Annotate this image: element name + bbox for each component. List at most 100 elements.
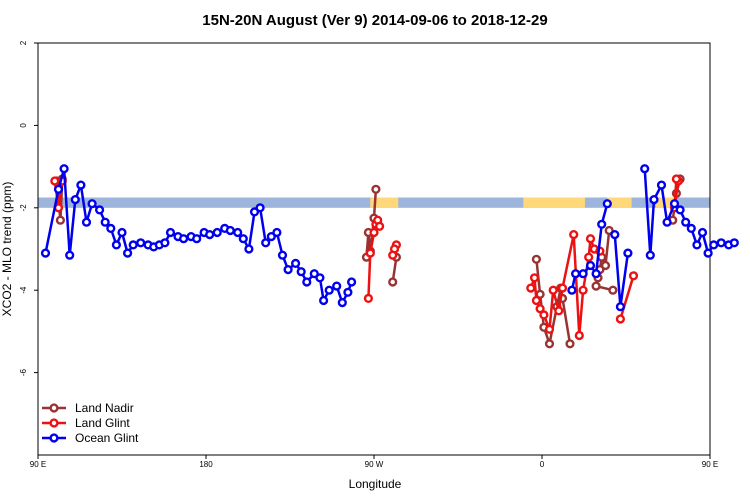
data-point-ocean-glint [272,227,282,238]
data-point-ocean-glint [324,285,334,295]
data-point-ocean-glint [332,281,342,291]
data-point-land-glint [363,293,374,304]
data-point-ocean-glint [597,219,607,229]
data-point-land-glint [529,273,540,283]
x-tick-label: 90 E [702,460,718,469]
data-point-ocean-glint [591,269,601,279]
legend-swatch-marker [49,433,59,443]
data-point-ocean-glint [570,269,581,279]
y-tick-label: -6 [19,368,28,376]
data-point-ocean-glint [703,248,713,258]
data-point-ocean-glint [179,234,189,244]
data-point-ocean-glint [296,267,306,277]
land-band-segment [607,197,632,208]
data-point-land-glint [531,295,542,306]
data-point-ocean-glint [165,227,176,238]
legend-label: Land Glint [75,416,130,430]
data-point-land-nadir [608,285,618,295]
data-point-ocean-glint [100,217,110,227]
data-point-ocean-glint [567,285,577,295]
data-point-ocean-glint [277,250,288,260]
data-point-land-nadir [565,339,575,349]
data-point-land-glint [569,230,579,240]
legend-swatch-marker [49,418,59,428]
data-point-ocean-glint [81,217,92,227]
legend-label: Land Nadir [75,401,134,415]
y-tick-label: -2 [19,204,28,212]
data-point-ocean-glint [244,244,254,254]
data-point-land-glint [585,234,596,244]
data-point-ocean-glint [578,269,588,279]
land-band-segment [370,197,399,208]
data-point-ocean-glint [238,234,248,244]
chart-title: 15N-20N August (Ver 9) 2014-09-06 to 201… [202,12,547,29]
data-point-ocean-glint [347,277,357,287]
legend-swatch-marker [49,403,59,413]
data-point-land-nadir [591,281,601,291]
data-point-land-glint [369,227,379,238]
data-point-ocean-glint [111,240,122,250]
legend-item-land-glint: Land Glint [42,416,130,430]
data-point-land-nadir [55,215,66,225]
data-point-ocean-glint [610,230,620,240]
land-band-segment [523,197,585,208]
data-point-ocean-glint [94,205,105,215]
data-point-ocean-glint [283,265,293,275]
data-point-land-glint [535,304,545,314]
data-point-ocean-glint [122,248,133,258]
data-point-ocean-glint [649,195,659,205]
data-point-land-glint [578,285,588,295]
x-axis: 90 E 180 90 W 0 90 E [30,455,718,469]
x-axis-label: Longitude [349,477,402,491]
x-tick-label: 90 E [30,460,46,469]
data-point-ocean-glint [675,205,685,215]
data-point-ocean-glint [212,227,222,238]
series-layer [40,164,739,349]
data-point-ocean-glint [291,258,301,269]
data-point-ocean-glint [53,184,64,194]
data-point-ocean-glint [192,234,202,244]
data-point-land-glint [671,174,682,184]
legend-label: Ocean Glint [75,431,139,445]
data-point-ocean-glint [716,238,726,248]
data-point-ocean-glint [615,302,626,312]
data-point-ocean-glint [692,240,702,250]
data-point-land-glint [544,324,555,334]
data-point-ocean-glint [225,225,235,236]
data-point-land-glint [365,248,375,258]
data-point-land-glint [574,330,584,341]
data-point-land-glint [557,283,568,293]
data-point-land-glint [375,221,385,231]
data-point-ocean-glint [261,238,271,248]
series-line-land-glint [619,275,635,320]
x-tick-label: 0 [540,460,545,469]
y-tick-label: 2 [19,40,28,45]
data-point-land-glint [628,271,639,281]
y-tick-label: -4 [19,286,28,294]
data-point-ocean-glint [686,223,696,234]
data-point-ocean-glint [40,248,51,258]
y-tick-label: 0 [19,123,28,128]
data-point-ocean-glint [656,180,667,190]
data-point-ocean-glint [709,240,719,250]
y-axis-label: XCO2 - MLO trend (ppm) [0,182,14,317]
data-point-land-nadir [388,277,398,287]
data-point-land-glint [526,283,536,293]
series-ocean-glint [40,164,739,312]
data-point-land-glint [584,252,594,262]
x-tick-label: 90 W [365,460,384,469]
data-point-ocean-glint [585,260,596,271]
data-point-land-glint [50,176,60,186]
series-line-ocean-glint [613,234,630,308]
data-point-ocean-glint [662,217,672,227]
data-point-land-nadir [544,339,555,349]
data-point-ocean-glint [128,240,138,250]
data-point-land-glint [388,250,398,260]
data-point-ocean-glint [697,227,708,238]
data-point-ocean-glint [319,295,329,306]
data-point-ocean-glint [315,273,325,283]
data-point-ocean-glint [681,217,691,227]
data-point-ocean-glint [136,238,146,248]
data-point-ocean-glint [70,195,80,205]
